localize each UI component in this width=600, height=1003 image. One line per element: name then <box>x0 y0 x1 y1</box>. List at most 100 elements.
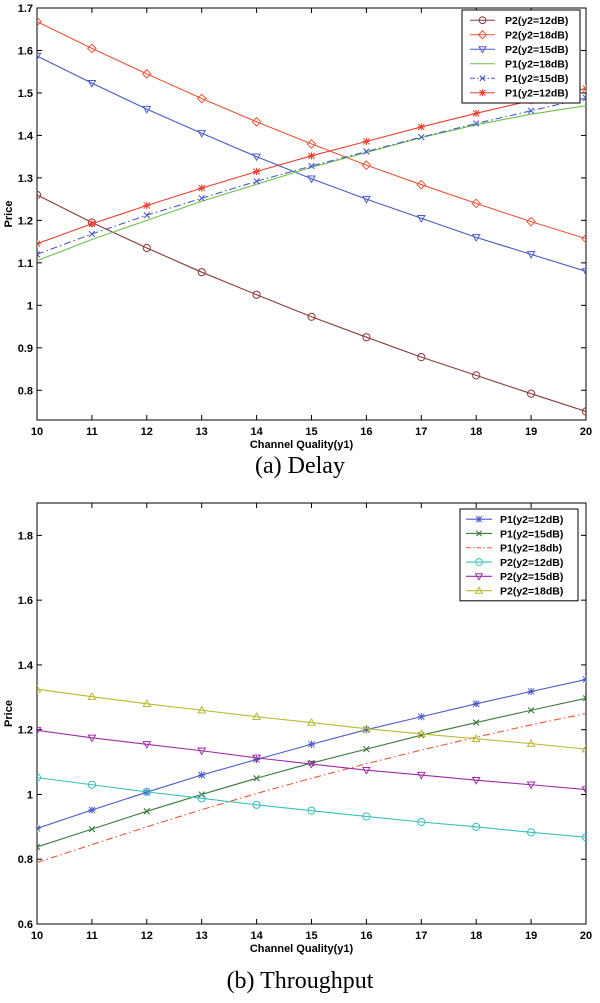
legend-marker <box>479 75 486 82</box>
data-point <box>198 184 206 192</box>
series-line <box>37 55 586 272</box>
y-tick-label: 1.4 <box>18 660 34 672</box>
legend-item: P1(y2=15dB) <box>466 528 563 540</box>
data-point <box>198 195 205 202</box>
data-point <box>471 234 481 242</box>
data-point <box>37 240 41 248</box>
x-tick-label: 20 <box>580 426 592 438</box>
data-point <box>307 717 316 726</box>
legend-item: P1(y2=12dB) <box>470 88 568 100</box>
data-point <box>417 123 425 131</box>
legend-item: P2(y2=18dB) <box>466 585 563 597</box>
data-point <box>361 195 371 204</box>
x-tick-label: 16 <box>360 426 372 438</box>
x-tick-label: 20 <box>580 930 592 942</box>
data-point <box>526 216 537 227</box>
y-tick-label: 1.4 <box>18 130 34 142</box>
data-point <box>363 745 370 753</box>
data-point <box>307 806 316 815</box>
data-point <box>526 251 536 259</box>
chart-throughput: 10 11 12 13 14 15 16 17 18 19 20 0.6 0.8 1 1.2 1.4 1.6 1.… <box>3 502 592 994</box>
data-point <box>141 68 152 79</box>
legend-label: P2(y2=15dB) <box>500 571 563 583</box>
y-tick-label: 1 <box>27 789 33 801</box>
data-point <box>418 133 425 141</box>
data-point <box>143 212 151 219</box>
y-tick-label: 0.8 <box>18 854 33 866</box>
data-point <box>37 773 42 782</box>
data-point <box>307 312 316 321</box>
data-point <box>417 713 425 721</box>
data-point <box>253 775 260 782</box>
series-p1-y2-15db <box>37 695 586 851</box>
legend-label: P2(y2=12dB) <box>500 557 563 569</box>
x-tick-label: 14 <box>250 930 263 942</box>
x-tick-label: 17 <box>415 930 427 942</box>
legend-marker <box>479 89 486 97</box>
series-line <box>37 194 586 413</box>
data-point <box>142 699 152 707</box>
data-point <box>197 747 207 756</box>
legend-item: P2(y2=15dB) <box>466 571 563 583</box>
figure-caption: (a) Delay <box>255 453 345 479</box>
legend-item: P1(y2=12dB) <box>466 514 563 526</box>
data-point <box>526 781 536 790</box>
y-tick-label: 1.6 <box>18 45 33 57</box>
legend-item: P1(y2=18db) <box>466 543 562 555</box>
x-tick-label: 14 <box>250 426 263 438</box>
legend-item: P1(y2=18dB) <box>470 59 568 71</box>
legend-item: P2(y2=15dB) <box>470 44 568 56</box>
data-point <box>308 162 315 170</box>
series-p1-y2-15db <box>37 94 586 258</box>
data-point <box>416 729 426 738</box>
series-p2-y2-15db <box>37 727 586 795</box>
x-axis-label: Channel Quality(y1) <box>250 439 354 451</box>
legend-label: P1(y2=15dB) <box>500 528 563 540</box>
x-tick-label: 12 <box>141 930 153 942</box>
series-p1-y2-18db <box>37 105 586 262</box>
y-tick-label: 1.8 <box>18 530 33 542</box>
data-point <box>252 712 262 720</box>
data-point <box>142 787 151 796</box>
data-point <box>581 233 586 244</box>
y-tick-label: 1.3 <box>18 173 33 185</box>
data-point <box>252 800 261 809</box>
series-line <box>37 97 586 255</box>
data-point <box>417 817 426 827</box>
data-point <box>471 198 482 209</box>
legend-marker <box>475 515 483 523</box>
series-line <box>37 729 586 791</box>
series-p2-y2-18db <box>37 16 586 244</box>
y-axis-label: Price <box>3 700 15 727</box>
x-tick-label: 17 <box>415 426 427 438</box>
data-point <box>197 130 207 138</box>
data-point <box>527 687 535 696</box>
data-point <box>472 371 481 380</box>
data-point <box>198 771 206 779</box>
x-tick-label: 13 <box>196 426 208 438</box>
legend-marker <box>478 46 487 54</box>
data-point <box>472 120 480 127</box>
x-axis-label: Channel Quality(y1) <box>250 943 354 955</box>
data-point <box>582 695 586 702</box>
data-point <box>472 822 481 831</box>
data-point <box>88 230 96 238</box>
y-tick-label: 0.9 <box>18 343 33 355</box>
data-point <box>581 833 586 842</box>
data-point <box>252 754 262 763</box>
legend-item: P2(y2=18dB) <box>470 30 568 42</box>
legend: P1(y2=12dB) P1(y2=15dB) P1(y2=18db) P2(y2=1… <box>459 508 579 602</box>
data-point <box>88 825 96 833</box>
data-point <box>37 251 41 258</box>
legend: P2(y2=12dB) P2(y2=18dB) P2(y2=15dB) P1(y2=1… <box>461 9 581 104</box>
data-point <box>362 726 370 734</box>
data-point <box>362 812 371 821</box>
data-point <box>582 675 586 684</box>
series-line <box>37 21 586 240</box>
y-tick-label: 0.6 <box>18 919 33 931</box>
data-point <box>471 777 481 785</box>
x-tick-label: 18 <box>470 930 482 942</box>
legend-marker <box>478 16 487 25</box>
series-p2-y2-15db <box>37 52 586 276</box>
